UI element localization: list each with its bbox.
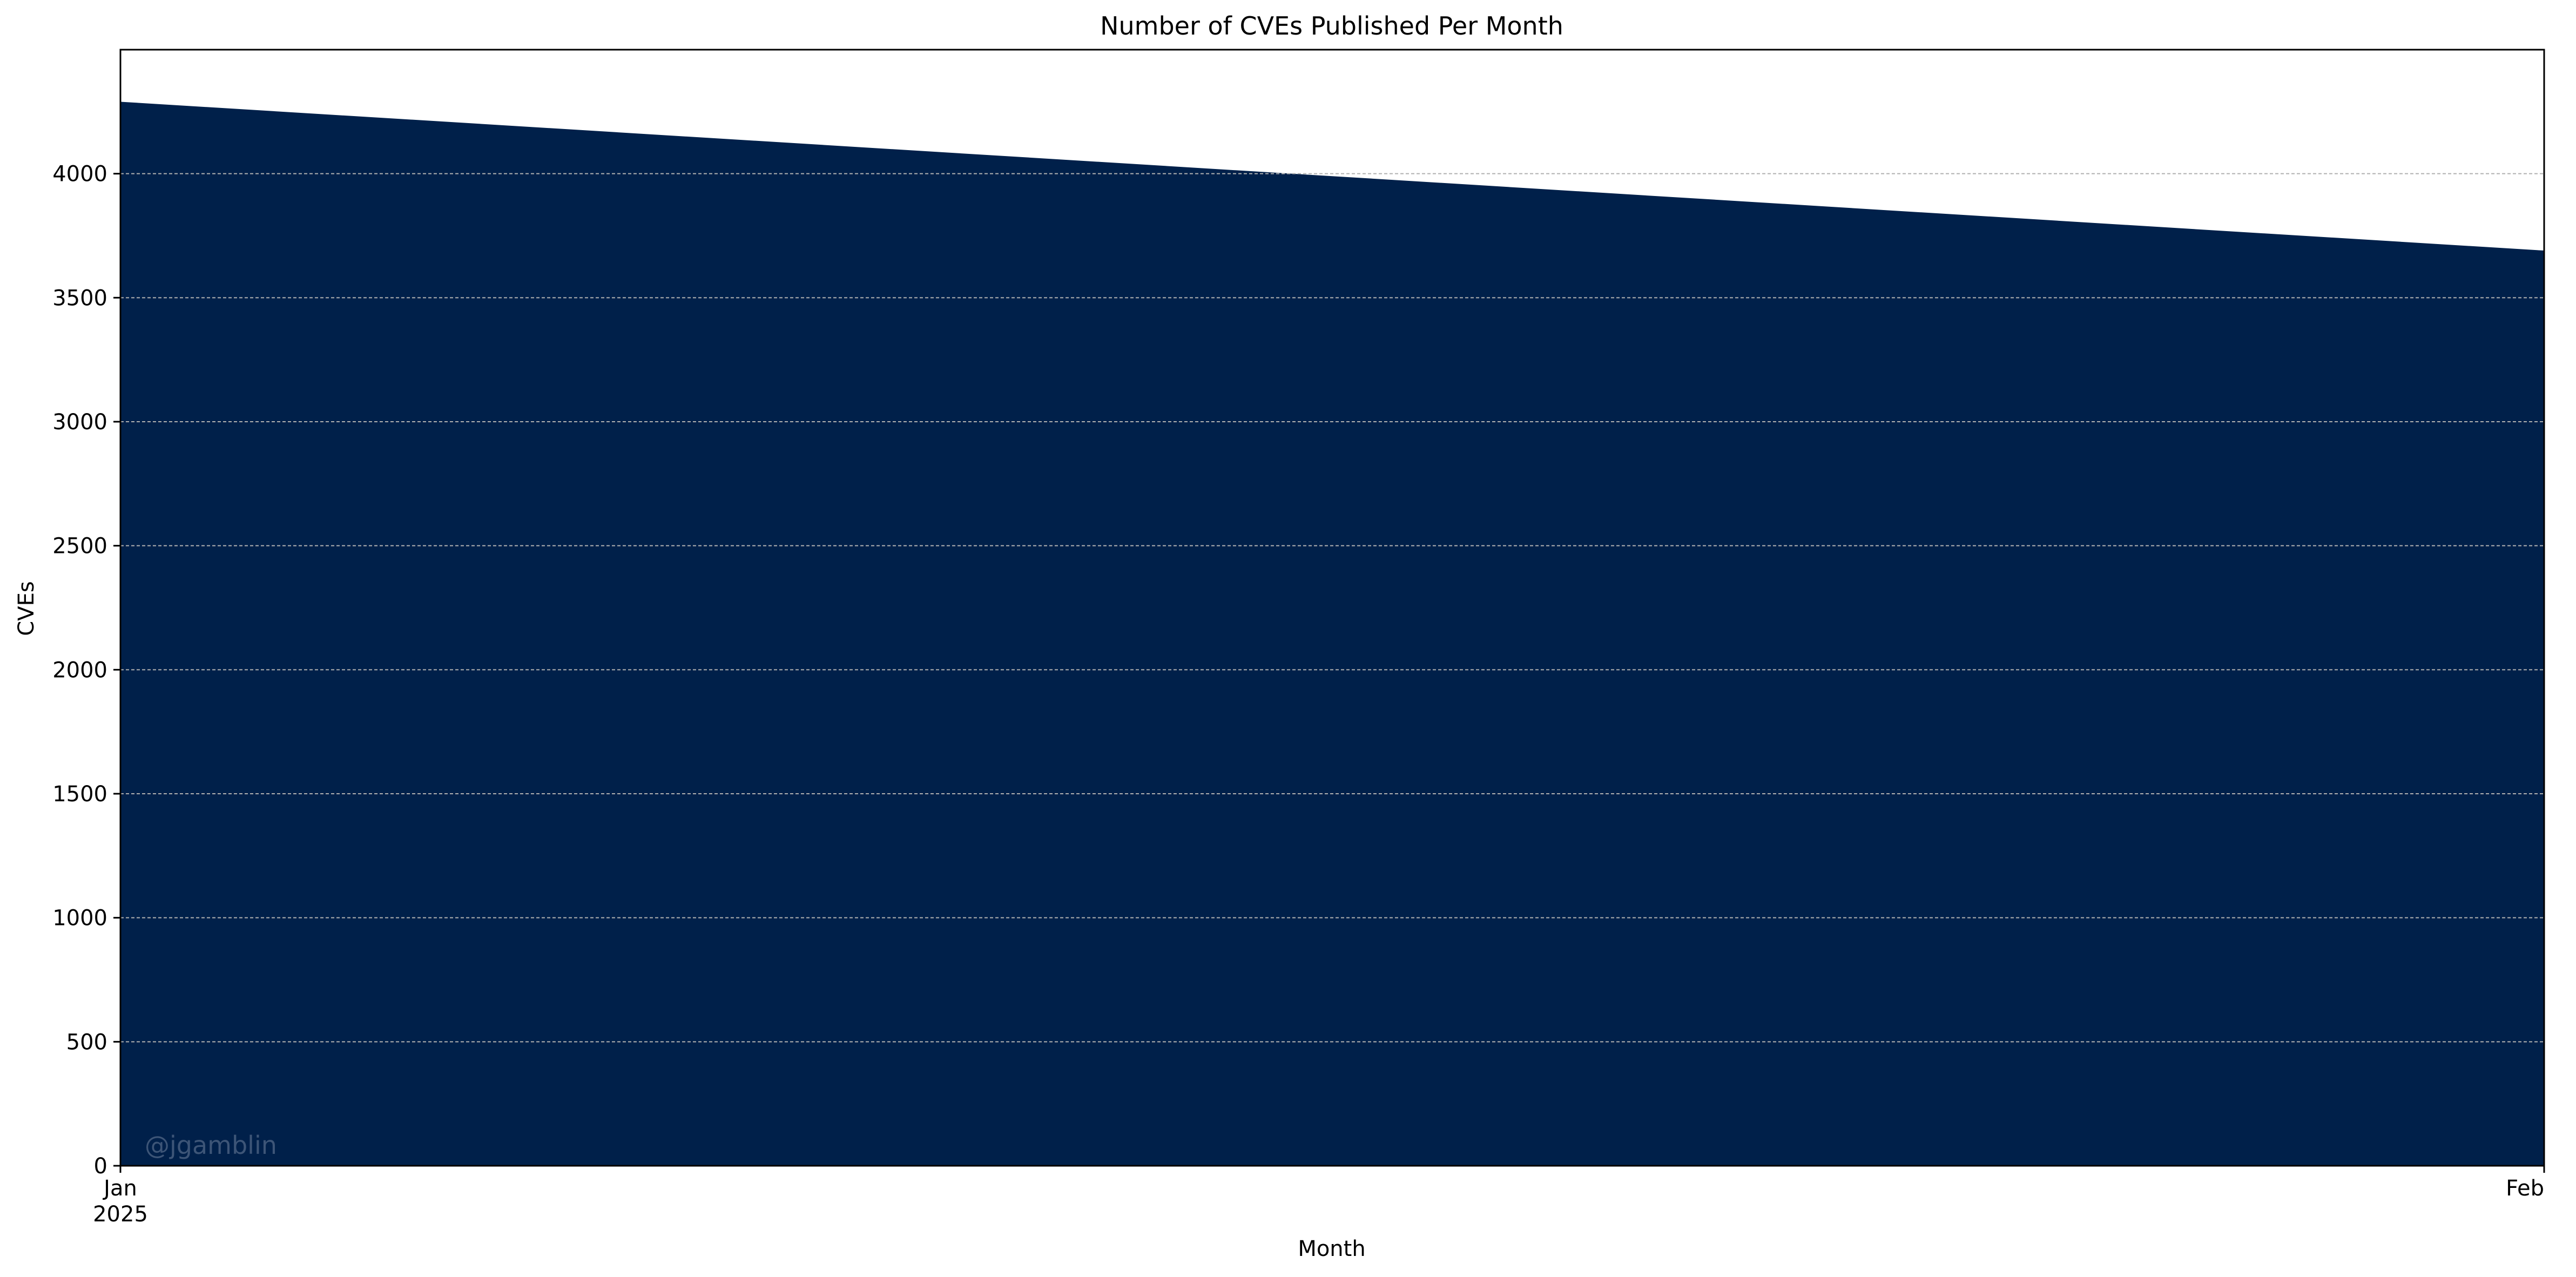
y-tick-label-4000: 4000 — [52, 162, 107, 187]
y-tick-label-3500: 3500 — [52, 286, 107, 310]
y-tick-label-500: 500 — [66, 1030, 107, 1055]
chart-title: Number of CVEs Published Per Month — [1100, 11, 1563, 40]
y-tick-label-2500: 2500 — [52, 534, 107, 559]
plot-area — [119, 49, 2545, 1167]
area-series — [120, 102, 2544, 1166]
x-tick-label-2025-01: Jan — [102, 1176, 137, 1201]
y-axis: 0 500 1000 1500 2000 2500 3000 3500 4000 — [52, 162, 120, 1179]
y-tick-label-1000: 1000 — [52, 906, 107, 931]
plot-frame — [119, 49, 2545, 1167]
y-tick-label-1500: 1500 — [52, 782, 107, 807]
x-tick-label-2025-02: Feb — [2506, 1176, 2544, 1201]
watermark-text: @jgamblin — [145, 1131, 277, 1160]
x-tick-year-label-2025-01: 2025 — [93, 1202, 148, 1227]
y-tick-label-3000: 3000 — [52, 410, 107, 435]
y-tick-label-2000: 2000 — [52, 658, 107, 683]
x-axis-title: Month — [1298, 1237, 1365, 1261]
y-axis-title: CVEs — [14, 581, 39, 636]
y-tick-label-0: 0 — [94, 1154, 107, 1179]
